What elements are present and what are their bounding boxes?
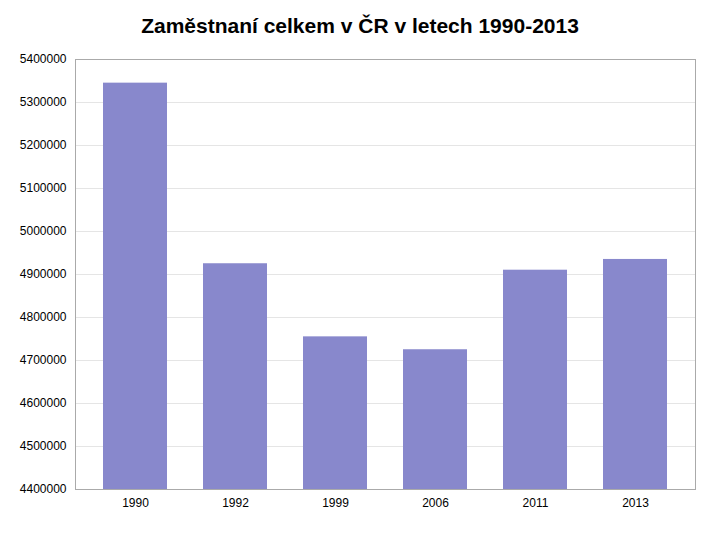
svg-text:4500000: 4500000: [20, 439, 67, 453]
svg-text:2011: 2011: [523, 496, 549, 510]
svg-text:5300000: 5300000: [20, 95, 67, 109]
svg-text:4900000: 4900000: [20, 267, 67, 281]
svg-text:1992: 1992: [222, 496, 249, 510]
svg-text:4400000: 4400000: [20, 482, 67, 496]
svg-text:1999: 1999: [322, 496, 349, 510]
svg-text:4700000: 4700000: [20, 353, 67, 367]
svg-text:2013: 2013: [622, 496, 649, 510]
svg-text:5000000: 5000000: [20, 224, 67, 238]
svg-text:2006: 2006: [422, 496, 449, 510]
svg-text:5200000: 5200000: [20, 138, 67, 152]
svg-text:4600000: 4600000: [20, 396, 67, 410]
html-text:Zaměstnaní celkem v ČR v letec: Zaměstnaní celkem v ČR v letech 1990-201…: [141, 14, 579, 37]
svg-text:5100000: 5100000: [20, 181, 67, 195]
svg-text:1990: 1990: [122, 496, 149, 510]
svg-text:5400000: 5400000: [20, 52, 67, 66]
svg-text:4800000: 4800000: [20, 310, 67, 324]
